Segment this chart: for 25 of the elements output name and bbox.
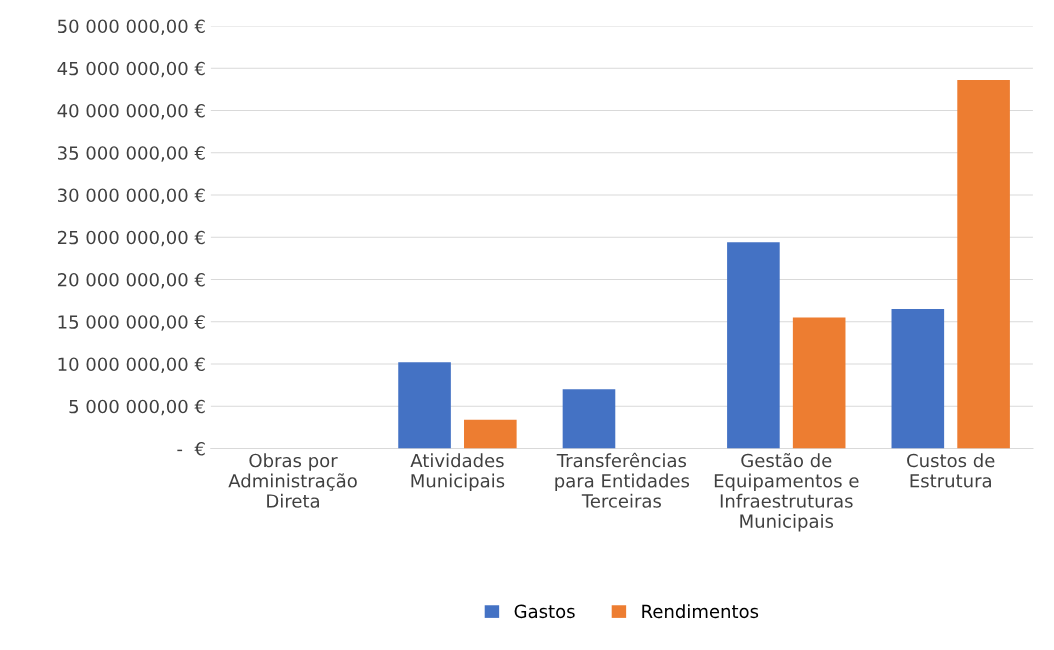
- y-tick-label: 35 000 000,00 €: [58, 146, 205, 162]
- bar: [727, 242, 780, 449]
- y-tick-label: 5 000 000,00 €: [69, 399, 205, 416]
- y-tick-label: 20 000 000,00 €: [57, 272, 205, 289]
- legend-label: Rendimentos: [642, 604, 759, 619]
- bar: [562, 389, 616, 449]
- x-tick-label: Obras por Administração Direta: [228, 453, 357, 508]
- x-tick-label: Gestão de Equipamentos e Infraestruturas Municipais: [714, 453, 859, 532]
- y-tick-label: 15 000 000,00 €: [58, 315, 205, 331]
- x-tick-label: Atividades Municipais: [410, 453, 505, 492]
- y-tick-label: - €: [177, 441, 205, 456]
- y-tick-label: 45 000 000,00 €: [57, 61, 205, 78]
- y-tick-label: 10 000 000,00 €: [58, 357, 205, 373]
- x-tick-label: Custos de Estrutura: [907, 453, 995, 488]
- legend-label: Gastos: [514, 604, 575, 619]
- bar: [957, 80, 1010, 449]
- bar: [891, 309, 945, 449]
- y-tick-label: 40 000 000,00 €: [57, 103, 205, 120]
- y-tick-label: 50 000 000,00 €: [58, 19, 205, 35]
- y-tick-label: 30 000 000,00 €: [58, 188, 205, 204]
- bar: [398, 362, 451, 449]
- bar: [792, 317, 846, 449]
- x-tick-label: Transferências para Entidades Terceiras: [555, 452, 690, 508]
- bar: [464, 419, 517, 449]
- y-tick-label: 25 000 000,00 €: [57, 230, 205, 247]
